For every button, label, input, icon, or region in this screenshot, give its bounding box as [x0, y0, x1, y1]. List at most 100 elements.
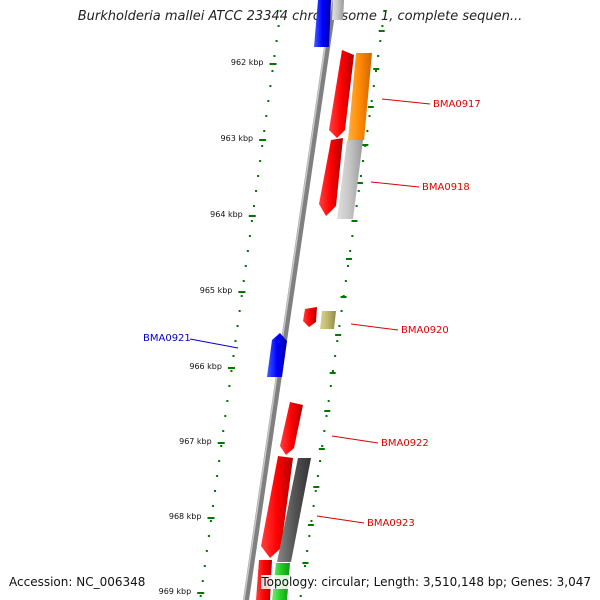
gene-arrow-bma0918-forward[interactable] [319, 138, 343, 216]
gene-arrow-bma0923-forward[interactable] [261, 456, 293, 558]
gene-label-bma0917[interactable]: BMA0917 [433, 99, 481, 110]
guide-dot [230, 370, 233, 372]
leader-line-bma0920 [350, 323, 399, 331]
kbp-tick [207, 517, 215, 519]
guide-dot [209, 520, 212, 522]
accession-label: Accession: NC_006348 [9, 575, 146, 589]
guide-dot [269, 85, 272, 87]
chromosome-backbone [243, 0, 337, 600]
guide-dots [199, 10, 386, 597]
guide-dot [248, 235, 251, 237]
guide-dot [267, 100, 270, 102]
kbp-label: 964 kbp [210, 210, 243, 219]
guide-dot [205, 550, 208, 552]
outer-tick [307, 524, 314, 526]
outer-tick [335, 334, 342, 336]
kbp-tick [248, 215, 256, 217]
guide-dot [329, 385, 332, 387]
grey-feature-top[interactable] [332, 0, 344, 20]
guide-dot [327, 400, 330, 402]
guide-dot [214, 490, 217, 492]
gene-bar-bma0920-khaki[interactable] [320, 311, 336, 329]
outer-tick [351, 220, 358, 222]
guide-dot [321, 445, 324, 447]
guide-dot [234, 340, 237, 342]
guide-dot [246, 250, 249, 252]
guide-dot [359, 175, 362, 177]
guide-dot [355, 205, 358, 207]
guide-dot [325, 415, 328, 417]
guide-dot [377, 55, 380, 57]
guide-dot [344, 280, 347, 282]
kbp-tick [227, 367, 235, 369]
gene-bar-bma0917-orange[interactable] [348, 53, 372, 140]
guide-dot [273, 55, 276, 57]
guide-dot [252, 205, 255, 207]
guide-dot [271, 70, 274, 72]
guide-dot [244, 265, 247, 267]
guide-dot [255, 190, 258, 192]
kbp-tick [269, 63, 277, 65]
guide-dot [261, 145, 264, 147]
guide-dot [216, 475, 219, 477]
outer-tick [313, 486, 320, 488]
gene-label-bma0923[interactable]: BMA0923 [367, 518, 415, 529]
guide-dot [351, 235, 354, 237]
map-title: Burkholderia mallei ATCC 23344 chromosom… [77, 9, 523, 24]
gene-arrow-bma0922-forward[interactable] [280, 402, 303, 455]
guide-dot [199, 595, 202, 597]
guide-dot [275, 40, 278, 42]
guide-dot [250, 220, 253, 222]
guide-dot [338, 325, 341, 327]
kbp-label: 968 kbp [169, 512, 202, 521]
outer-tick [324, 410, 331, 412]
guide-dot [222, 430, 225, 432]
guide-dot [349, 250, 352, 252]
guide-dot [312, 505, 315, 507]
kbp-tick [238, 291, 246, 293]
gene-label-bma0920[interactable]: BMA0920 [401, 325, 449, 336]
guide-dot [259, 160, 262, 162]
guide-dot [383, 10, 386, 12]
guide-dot [232, 355, 235, 357]
guide-dot [263, 130, 266, 132]
leader-line-bma0922 [331, 435, 379, 444]
kbp-label: 969 kbp [159, 587, 192, 596]
gene-bar-bma0918-grey[interactable] [337, 140, 363, 219]
kbp-label: 963 kbp [221, 134, 254, 143]
guide-dot [366, 130, 369, 132]
kbp-label: 966 kbp [189, 362, 222, 371]
outer-tick [340, 296, 347, 298]
guide-dot [323, 430, 326, 432]
gene-label-bma0918[interactable]: BMA0918 [422, 182, 470, 193]
guide-dot [336, 340, 339, 342]
gene-label-bma0922[interactable]: BMA0922 [381, 438, 429, 449]
outer-tick [356, 182, 363, 184]
gene-arrow-bma0920[interactable] [303, 307, 317, 327]
gene-bar-bma0923-dark[interactable] [277, 458, 311, 562]
reverse-cds-top[interactable] [314, 0, 331, 47]
guide-dot [362, 160, 365, 162]
guide-dot [299, 595, 302, 597]
outer-tick [378, 30, 385, 32]
guide-dot [279, 10, 282, 12]
outer-tick [362, 144, 369, 146]
outer-tick [367, 106, 374, 108]
outer-tick [346, 258, 353, 260]
guide-dot [306, 550, 309, 552]
gene-arrow-bma0917-forward[interactable] [329, 50, 354, 138]
guide-dot [357, 190, 360, 192]
chromosome-backbone-highlight [243, 0, 333, 600]
guide-dot [220, 445, 223, 447]
leader-line-bma0917 [381, 98, 431, 105]
gene-arrow-bma0921-reverse[interactable] [267, 333, 287, 377]
guide-dot [224, 415, 227, 417]
guide-dot [201, 580, 204, 582]
gene-label-bma0921[interactable]: BMA0921 [143, 333, 191, 344]
guide-dot [211, 505, 214, 507]
guide-dot [238, 310, 241, 312]
guide-dot [218, 460, 221, 462]
guide-dot [226, 400, 229, 402]
guide-dot [331, 370, 334, 372]
